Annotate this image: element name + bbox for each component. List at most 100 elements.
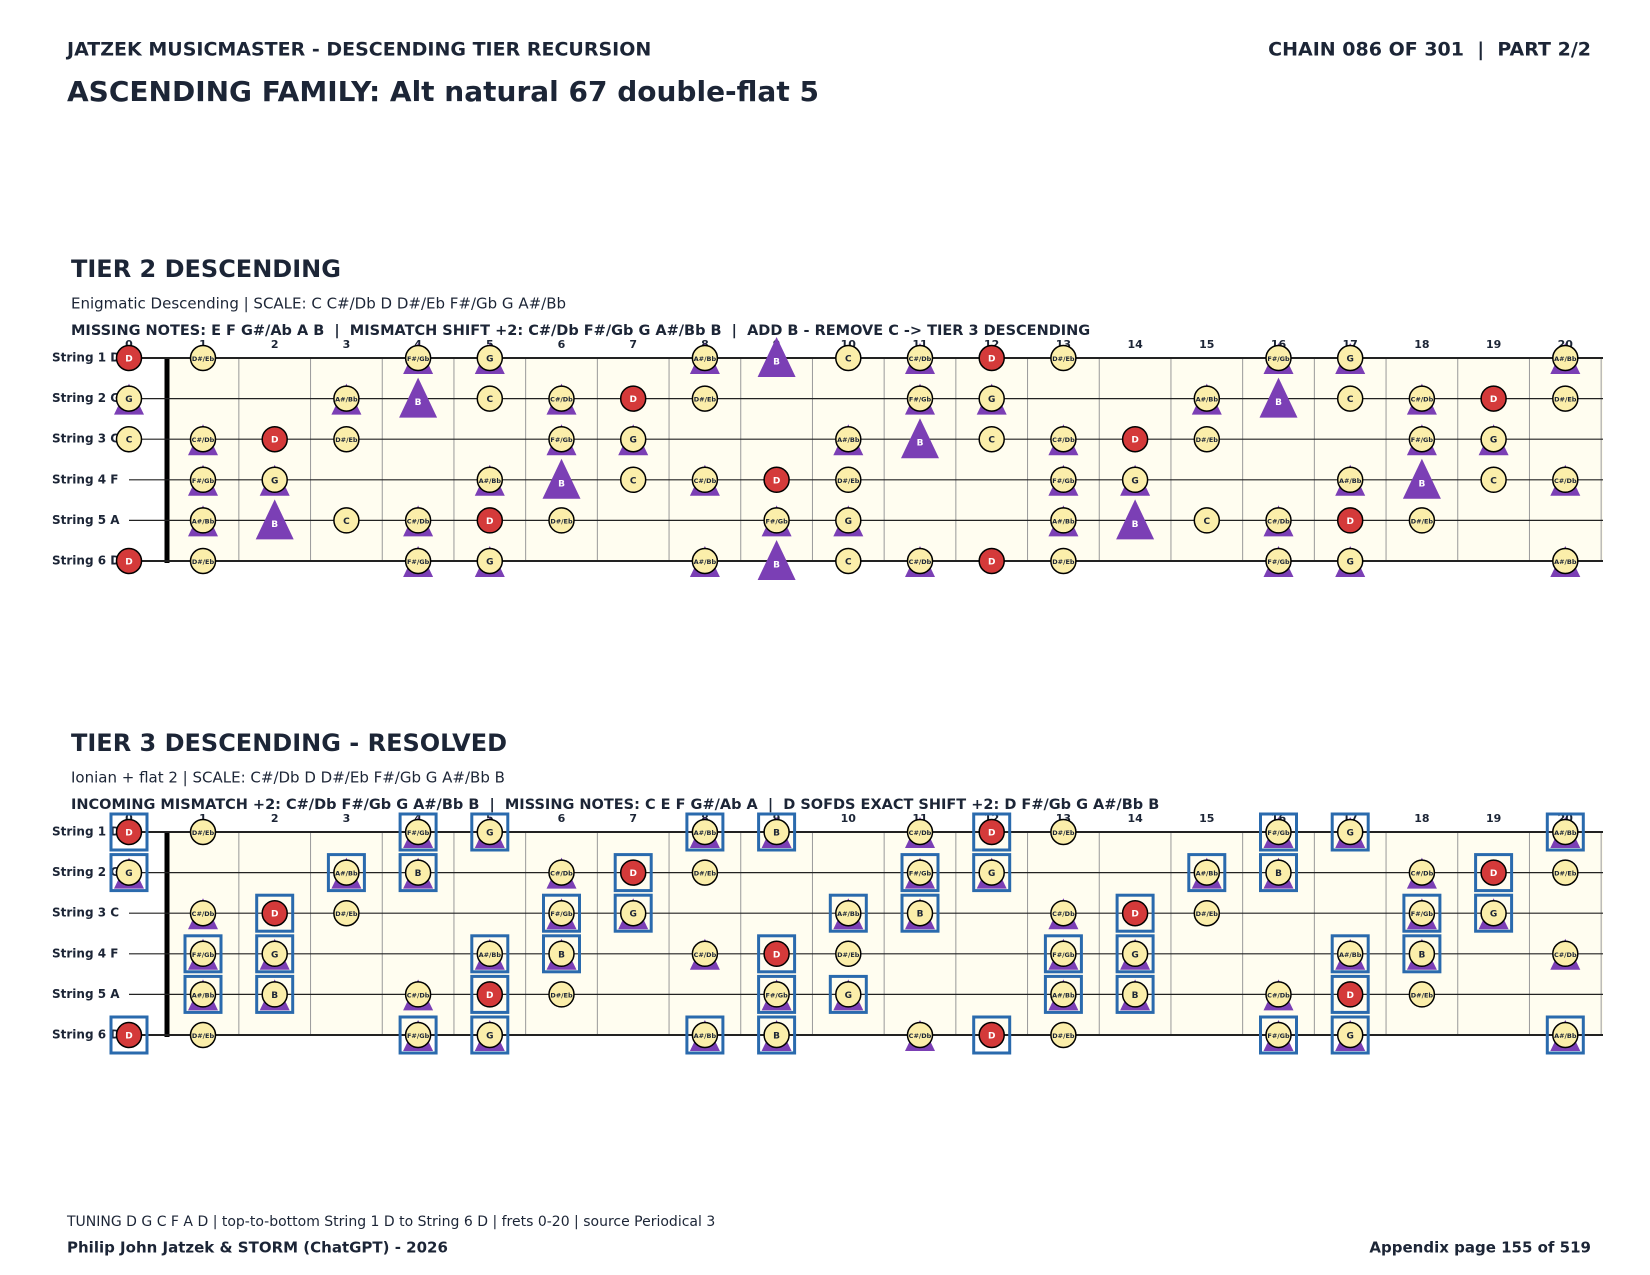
note-label: G <box>845 517 852 527</box>
note-label: D#/Eb <box>1554 870 1577 878</box>
root-note <box>115 1021 143 1049</box>
added-triangle <box>255 499 294 540</box>
root-note <box>619 859 647 886</box>
note-label: C#/Db <box>1554 477 1577 485</box>
scale-note <box>835 547 862 575</box>
note-label: D <box>1131 436 1138 446</box>
note-label: D#/Eb <box>335 910 358 918</box>
scale-note <box>261 940 288 968</box>
shift-box <box>1259 812 1298 852</box>
note-label: A#/Bb <box>1554 1032 1577 1040</box>
scale-note <box>1336 385 1364 412</box>
shift-box <box>613 853 653 893</box>
note-label: D#/Eb <box>1196 910 1219 918</box>
fret-number: 3 <box>343 338 351 351</box>
string-label: String 5 A <box>52 987 120 1001</box>
note-label: B <box>773 1032 780 1042</box>
scale-note <box>1193 507 1221 534</box>
fret-number: 2 <box>271 338 279 351</box>
scale-note <box>1408 940 1436 968</box>
note-label: D <box>1346 991 1353 1001</box>
page-title: ASCENDING FAMILY: Alt natural 67 double-… <box>67 75 819 108</box>
scale-note <box>476 547 504 575</box>
note-label: B <box>558 479 565 489</box>
fret-number: 7 <box>629 338 637 351</box>
note-label: B <box>1132 520 1139 530</box>
panel-info: INCOMING MISMATCH +2: C#/Db F#/Gb G A#/B… <box>71 797 1159 813</box>
scale-note <box>1480 899 1507 927</box>
note-label: G <box>1347 355 1354 365</box>
fretboard <box>167 832 1603 1035</box>
scale-note <box>1552 1021 1579 1049</box>
note-label: C#/Db <box>1554 951 1577 959</box>
shift-box <box>757 1015 797 1055</box>
shift-box <box>1259 1015 1298 1055</box>
shift-box <box>1115 893 1155 933</box>
note-label: C#/Db <box>1411 396 1434 404</box>
root-note <box>763 466 790 494</box>
note-label: A#/Bb <box>694 355 717 363</box>
added-triangle <box>1116 499 1155 540</box>
scale-note <box>189 818 217 846</box>
note-label: G <box>486 1032 493 1042</box>
fret-number: 2 <box>271 812 279 825</box>
note-label: A#/Bb <box>1196 870 1219 878</box>
scale-note <box>763 818 790 846</box>
note-label: C#/Db <box>550 396 573 404</box>
shift-box <box>109 812 149 852</box>
fret-number: 14 <box>1127 812 1143 825</box>
added-triangle <box>399 377 438 418</box>
footer-note: TUNING D G C F A D | top-to-bottom Strin… <box>66 1214 715 1230</box>
scale-note <box>261 981 288 1008</box>
fret-number: 3 <box>343 812 351 825</box>
root-note <box>978 547 1005 575</box>
scale-note <box>835 507 862 534</box>
scale-note <box>978 425 1005 453</box>
note-label: G <box>630 436 637 446</box>
shift-box <box>542 893 581 933</box>
scale-note <box>404 344 432 372</box>
shift-box <box>109 1015 149 1055</box>
scale-note <box>1480 466 1507 494</box>
note-label: D <box>271 436 278 446</box>
shift-box <box>1115 974 1155 1014</box>
note-label: D#/Eb <box>192 1032 215 1040</box>
shift-box <box>1259 853 1298 893</box>
note-label: D <box>629 395 636 405</box>
scale-note <box>1265 818 1292 846</box>
note-label: C#/Db <box>407 517 430 525</box>
scale-note <box>1193 425 1221 453</box>
note-label: F#/Gb <box>1052 477 1075 485</box>
scale-note <box>619 466 647 494</box>
scale-note <box>548 859 575 886</box>
string-label: String 2 G <box>52 865 120 879</box>
note-label: G <box>1131 950 1138 960</box>
fret-number: 1 <box>199 338 207 351</box>
scale-note <box>476 385 504 412</box>
shift-box <box>828 974 868 1014</box>
scale-note <box>1265 859 1292 886</box>
shift-box <box>1402 934 1442 974</box>
note-label: A#/Bb <box>1052 517 1075 525</box>
note-label: G <box>486 355 493 365</box>
note-label: C <box>1347 395 1354 405</box>
added-triangle <box>1402 458 1441 499</box>
note-label: F#/Gb <box>192 477 215 485</box>
string-label: String 2 G <box>52 391 120 405</box>
scale-note <box>476 818 504 846</box>
note-label: A#/Bb <box>479 951 502 959</box>
root-note <box>619 385 647 412</box>
scale-note <box>1552 547 1579 575</box>
note-label: D <box>988 355 995 365</box>
shift-box <box>109 853 149 893</box>
shift-box <box>1330 1015 1370 1055</box>
fret-number: 19 <box>1486 338 1501 351</box>
scale-note <box>691 940 719 968</box>
note-label: F#/Gb <box>1411 910 1434 918</box>
note-label: D <box>271 910 278 920</box>
shift-box <box>326 853 366 893</box>
note-label: A#/Bb <box>1554 829 1577 837</box>
shift-box <box>1474 893 1514 933</box>
note-label: A#/Bb <box>335 396 358 404</box>
root-note <box>978 1021 1005 1049</box>
